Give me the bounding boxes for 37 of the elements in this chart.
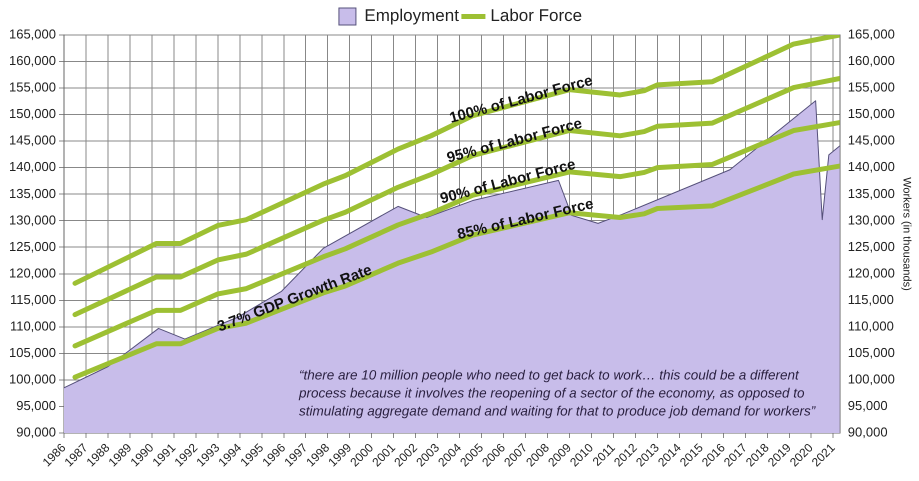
y2-tick-label: 125,000 [848, 238, 895, 254]
y2-tick-label: 110,000 [848, 318, 894, 334]
y2-tick-label: 115,000 [848, 292, 894, 307]
y2-tick-label: 145,000 [848, 132, 895, 148]
y2-tick-label: 165,000 [848, 26, 895, 42]
y2-tick-label: 100,000 [848, 371, 895, 386]
y2-tick-label: 90,000 [848, 424, 888, 440]
y-tick-label: 130,000 [8, 212, 56, 228]
y-tick-label: 160,000 [8, 53, 56, 68]
y-tick-label: 150,000 [8, 106, 56, 122]
y2-axis-title: Workers (in thousands) [900, 177, 912, 291]
annotation: 3.7% GDP Growth Rate [214, 261, 374, 336]
legend-label: Labor Force [490, 6, 582, 26]
y-tick-label: 90,000 [16, 424, 56, 440]
y-tick-label: 110,000 [10, 318, 56, 334]
y-tick-label: 145,000 [8, 132, 56, 148]
y2-tick-label: 95,000 [848, 398, 888, 413]
y2-tick-label: 150,000 [848, 106, 895, 122]
y-tick-label: 95,000 [16, 398, 56, 413]
y2-tick-label: 130,000 [848, 212, 895, 228]
y-tick-label: 165,000 [8, 26, 56, 42]
y2-tick-label: 155,000 [848, 80, 895, 95]
y-tick-label: 140,000 [8, 159, 56, 174]
y-tick-label: 100,000 [8, 371, 56, 386]
y-tick-label: 155,000 [8, 80, 56, 95]
legend-label: Employment [364, 6, 460, 26]
y2-tick-label: 140,000 [848, 159, 895, 174]
y2-tick-label: 105,000 [848, 344, 895, 360]
annotation: “there are 10 million people who need to get back to work… this could be a different process because it involves the reopening of a sector of the economy, as opposed to stimulating aggregate demand and waiting for that to produce job demand for workers” [298, 367, 816, 418]
y-tick-label: 105,000 [8, 344, 56, 360]
y-tick-label: 135,000 [8, 186, 56, 201]
y-tick-label: 120,000 [8, 265, 56, 280]
y2-tick-label: 120,000 [848, 265, 895, 280]
y-tick-label: 115,000 [10, 292, 56, 307]
y2-tick-label: 135,000 [848, 186, 895, 201]
y2-tick-label: 160,000 [848, 53, 895, 68]
y-tick-label: 125,000 [8, 238, 56, 254]
